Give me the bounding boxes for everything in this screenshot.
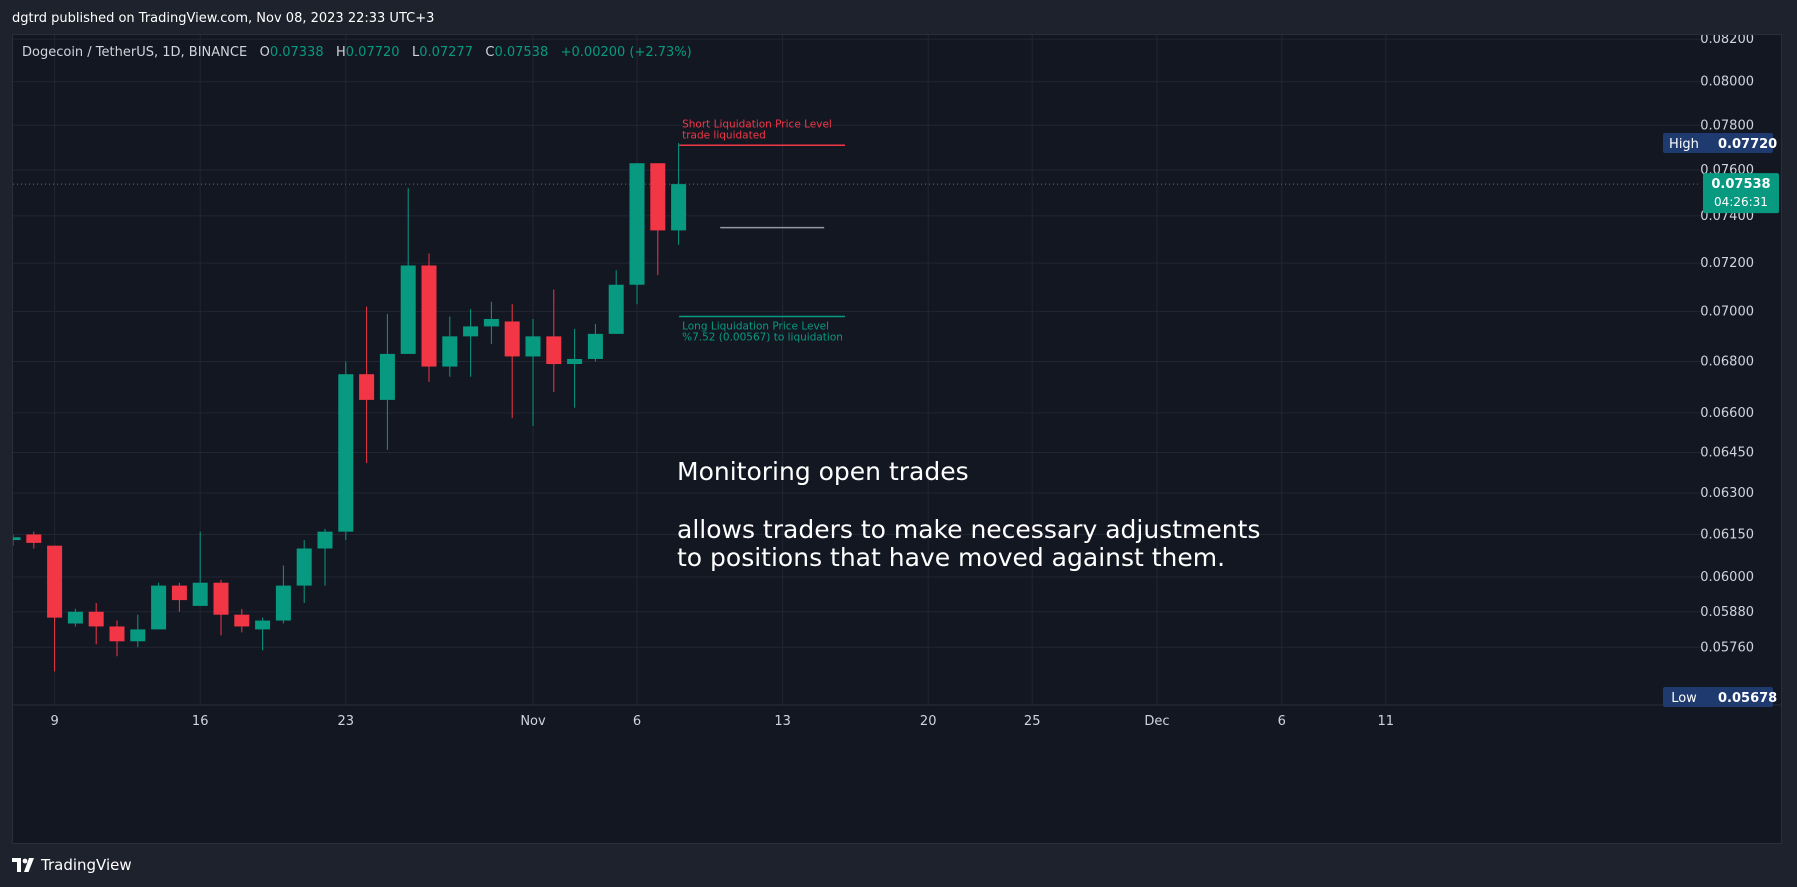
time-tick-label: 9	[50, 714, 58, 729]
time-tick-label: 6	[633, 714, 641, 729]
price-tick-label: 0.08200	[1700, 35, 1754, 47]
legend-open-label: O	[259, 45, 270, 60]
tradingview-logo-text: TradingView	[41, 856, 132, 874]
candle-body	[671, 184, 687, 231]
short-liquidation-label: Short Liquidation Price Level	[682, 118, 832, 130]
candle-body	[109, 626, 125, 642]
candle-body	[338, 374, 354, 532]
time-tick-label: 20	[920, 714, 937, 729]
candle-body	[26, 534, 42, 543]
candle-body	[171, 585, 187, 601]
tradingview-logo[interactable]: TradingView	[12, 856, 132, 874]
price-tick-label: 0.07800	[1700, 118, 1754, 133]
last-price-badge	[1703, 173, 1779, 214]
time-tick-label: Nov	[520, 714, 546, 729]
candle-body	[13, 537, 21, 541]
price-tick-label: 0.05880	[1700, 605, 1754, 620]
annotation-line-1: allows traders to make necessary adjustm…	[677, 515, 1260, 544]
price-tick-label: 0.05760	[1700, 640, 1754, 655]
candle-body	[47, 545, 63, 618]
legend-low-label: L	[411, 45, 420, 60]
candle-body	[629, 163, 645, 285]
time-tick-label: 16	[192, 714, 209, 729]
high-badge	[1663, 133, 1773, 154]
candle-body	[67, 611, 83, 624]
candle-body	[359, 374, 375, 400]
candle-body	[650, 163, 666, 231]
candle-body	[421, 265, 437, 367]
candle-body	[88, 611, 104, 627]
tradingview-logo-icon	[12, 858, 36, 872]
short-liquidation-sublabel: trade liquidated	[682, 129, 766, 141]
legend-low-value: 0.07277	[419, 45, 473, 60]
time-tick-label: 6	[1278, 714, 1286, 729]
candle-body	[546, 336, 562, 365]
price-tick-label: 0.06150	[1700, 527, 1754, 542]
candle-body	[504, 321, 520, 357]
candle-body	[317, 531, 333, 549]
price-tick-label: 0.08000	[1700, 75, 1754, 90]
candle-body	[213, 582, 229, 615]
price-tick-label: 0.07200	[1700, 256, 1754, 271]
symbol-legend: Dogecoin / TetherUS, 1D, BINANCE O0.0733…	[22, 45, 692, 60]
candle-body	[151, 585, 167, 630]
legend-open-value: 0.07338	[269, 45, 324, 60]
candle-body	[483, 318, 499, 327]
time-tick-label: Dec	[1144, 714, 1169, 729]
candle-body	[130, 629, 146, 642]
price-tick-label: 0.07000	[1700, 305, 1754, 320]
price-tick-label: 0.06600	[1700, 406, 1754, 421]
annotation-title: Monitoring open trades	[677, 457, 969, 486]
last-price-value: 0.07538	[1711, 177, 1770, 192]
legend-close-label: C	[485, 45, 495, 60]
time-tick-label: 23	[338, 714, 355, 729]
annotation-line-2: to positions that have moved against the…	[677, 543, 1225, 572]
high-badge-value: 0.07720	[1718, 137, 1777, 152]
publish-header: dgtrd published on TradingView.com, Nov …	[0, 0, 1797, 34]
price-tick-label: 0.06800	[1700, 354, 1754, 369]
low-badge-value: 0.05678	[1718, 691, 1777, 706]
time-tick-label: 11	[1378, 714, 1395, 729]
candle-body	[608, 284, 624, 334]
candle-body	[400, 265, 416, 354]
candle-body	[379, 353, 395, 400]
chart-canvas[interactable]: 0.082000.080000.078000.076000.074000.072…	[13, 35, 1781, 843]
candle-body	[587, 333, 603, 359]
candle-body	[442, 336, 458, 367]
candle-body	[296, 548, 312, 586]
long-liquidation-sublabel: %7.52 (0.00567) to liquidation	[682, 332, 843, 344]
legend-high-label: H	[336, 45, 346, 60]
time-tick-label: 13	[774, 714, 791, 729]
candle-body	[192, 582, 208, 606]
low-badge-label: Low	[1671, 691, 1697, 706]
price-tick-label: 0.06000	[1700, 570, 1754, 585]
high-badge-label: High	[1669, 137, 1699, 152]
candle-body	[463, 326, 479, 337]
price-tick-label: 0.06450	[1700, 445, 1754, 460]
price-tick-label: 0.06300	[1700, 486, 1754, 501]
candle-body	[567, 358, 583, 365]
time-tick-label: 25	[1024, 714, 1041, 729]
low-badge	[1663, 687, 1773, 707]
legend-high-value: 0.07720	[345, 45, 400, 60]
candle-body	[275, 585, 291, 621]
bar-countdown: 04:26:31	[1714, 195, 1768, 209]
long-liquidation-label: Long Liquidation Price Level	[682, 321, 829, 333]
publisher-line: dgtrd published on TradingView.com, Nov …	[12, 11, 435, 26]
candle-body	[234, 614, 250, 627]
candle-body	[255, 620, 271, 630]
candle-body	[525, 336, 541, 357]
chart-pane[interactable]: 0.08200 0.08000 0.07800 0.07600 0.07400 0.072…	[12, 34, 1782, 844]
legend-change: +0.00200 (+2.73%)	[560, 45, 692, 60]
legend-close-value: 0.07538	[494, 45, 549, 60]
legend-symbol[interactable]: Dogecoin / TetherUS, 1D, BINANCE	[22, 45, 248, 60]
